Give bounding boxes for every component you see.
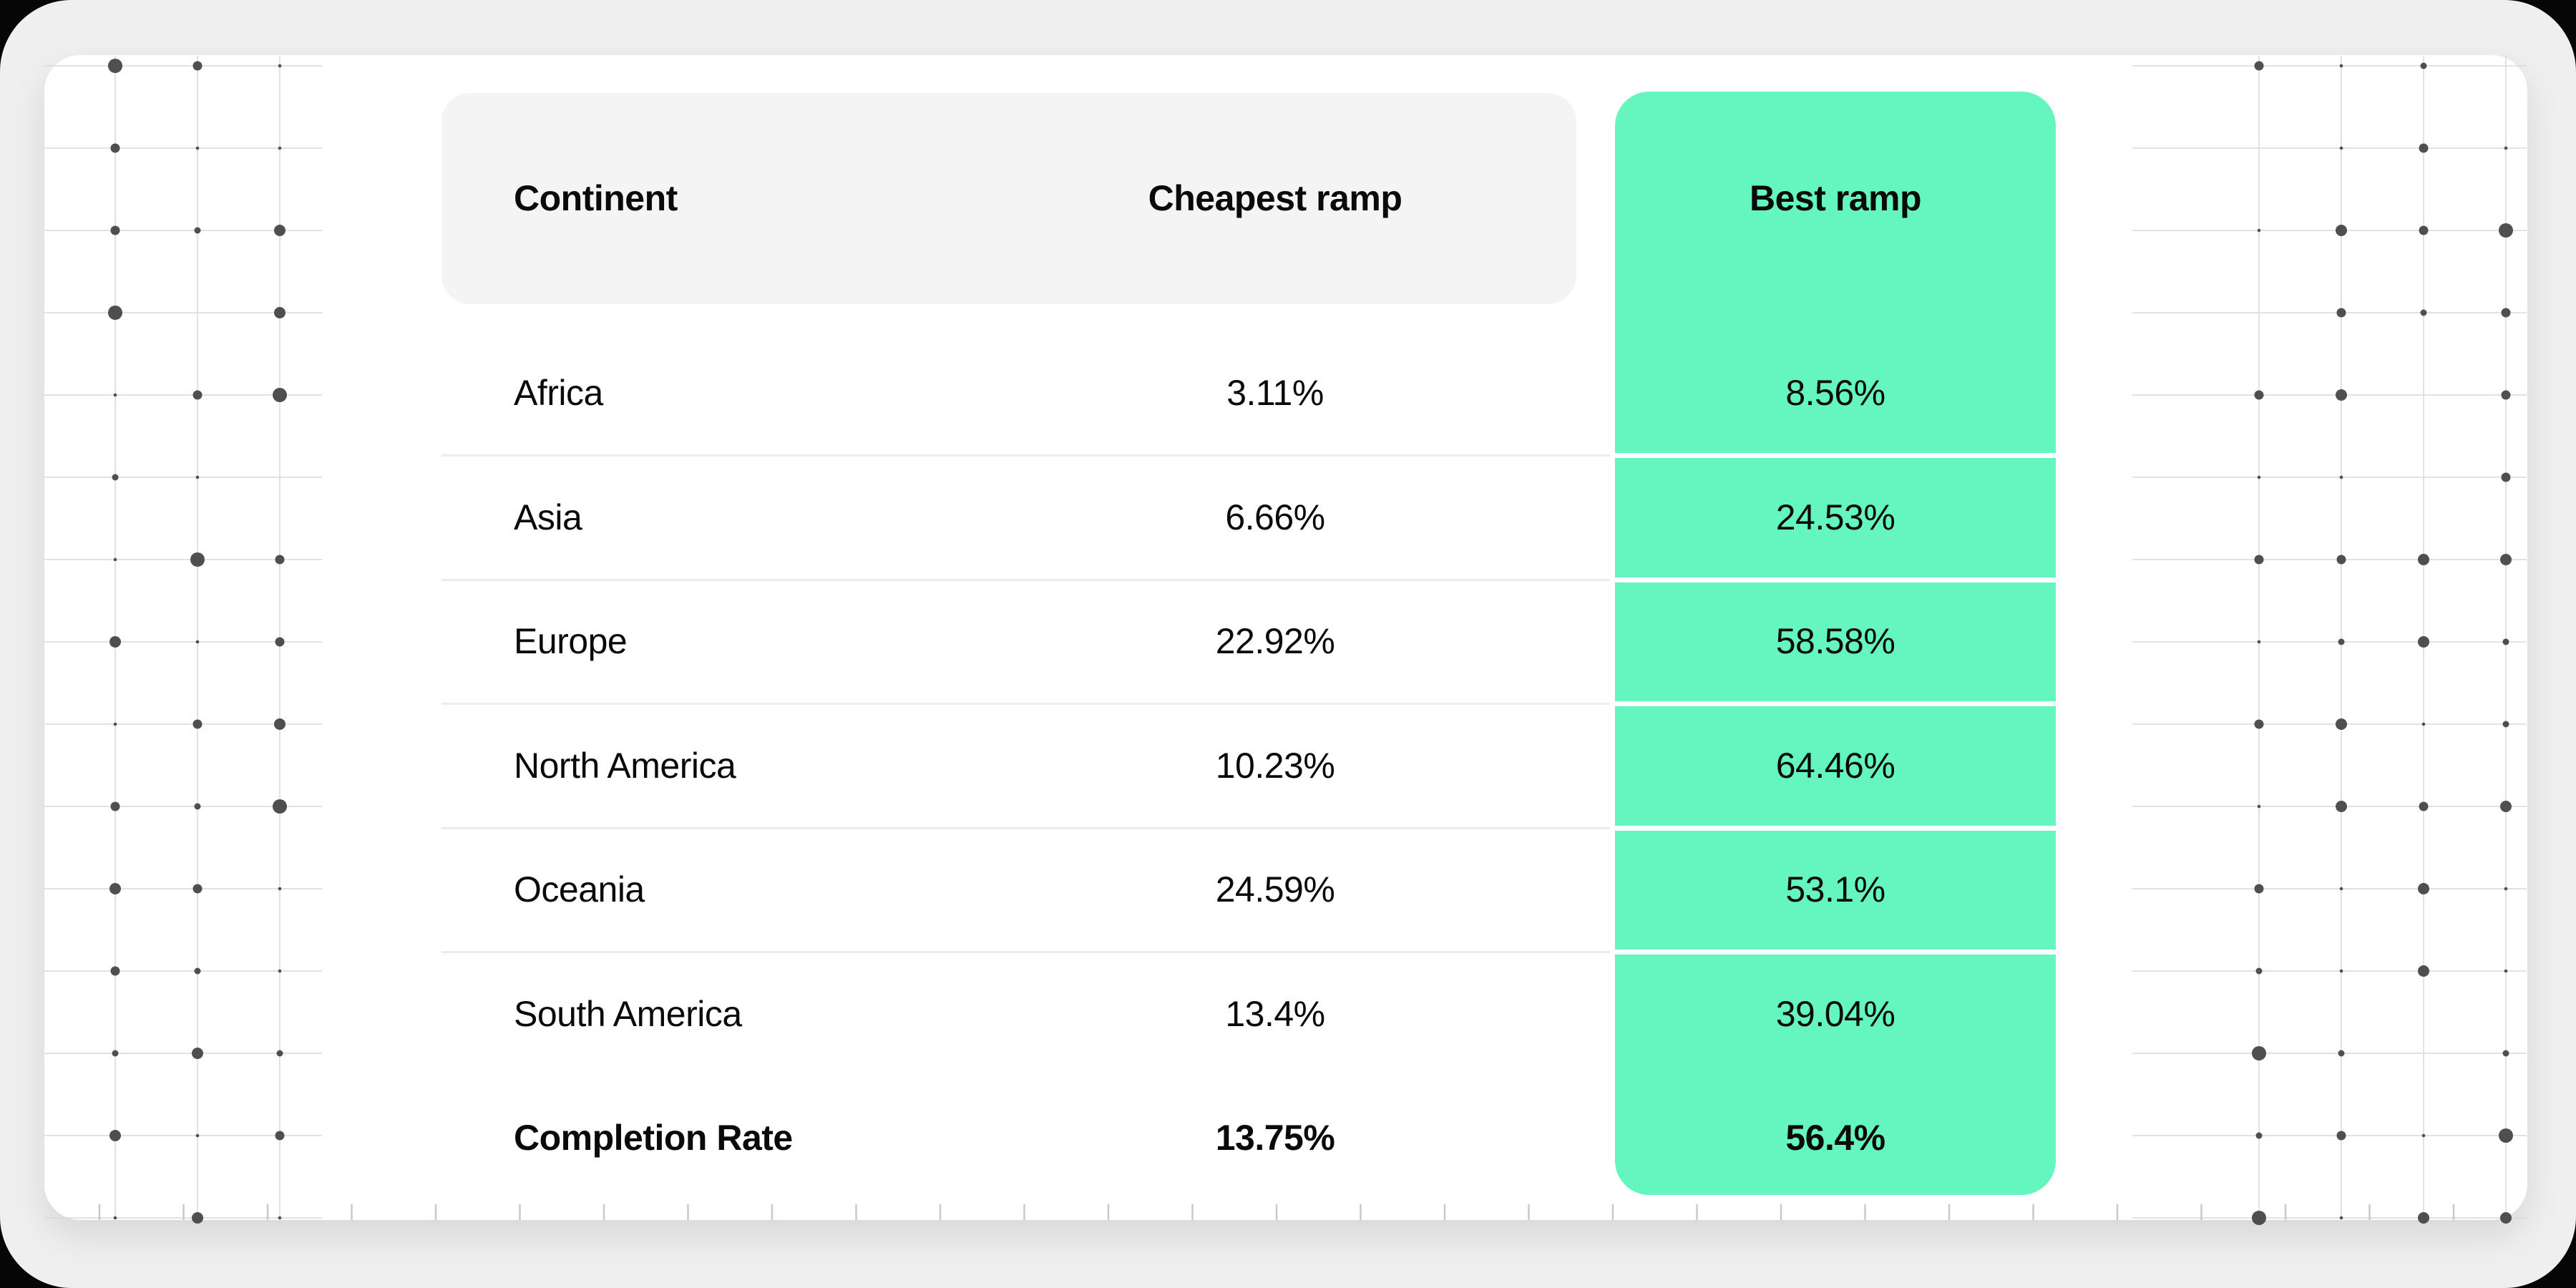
highlight-gap-line (1615, 826, 2056, 831)
cheapest-ramp-cell: 3.11% (1226, 373, 1324, 413)
cheapest-ramp-cell: 10.23% (1215, 745, 1335, 786)
table-row: North America 10.23% 64.46% (0, 703, 2576, 828)
table-row: Completion Rate 13.75% 56.4% (0, 1075, 2576, 1200)
row-separator-line (441, 579, 1610, 581)
column-header-best-ramp: Best ramp (1749, 178, 1922, 218)
cheapest-ramp-cell: 24.59% (1215, 869, 1335, 909)
column-header-continent: Continent (514, 178, 678, 218)
best-ramp-cell: 39.04% (1775, 993, 1896, 1034)
cheapest-ramp-cell: 13.4% (1225, 993, 1325, 1034)
table-row: South America 13.4% 39.04% (0, 952, 2576, 1076)
cheapest-ramp-cell: 22.92% (1215, 621, 1335, 661)
continent-cell: Asia (514, 497, 582, 537)
best-ramp-cell: 56.4% (1785, 1118, 1885, 1158)
best-ramp-cell: 53.1% (1785, 869, 1885, 909)
row-separator-line (441, 951, 1610, 953)
best-ramp-cell: 58.58% (1775, 621, 1896, 661)
best-ramp-cell: 8.56% (1785, 373, 1885, 413)
continent-cell: Africa (514, 373, 603, 413)
continent-cell: South America (514, 993, 742, 1034)
best-ramp-highlight-column (1615, 92, 2056, 1195)
table-row: Europe 22.92% 58.58% (0, 579, 2576, 703)
continent-cell: Europe (514, 621, 628, 661)
highlight-gap-line (1615, 453, 2056, 458)
cheapest-ramp-cell: 13.75% (1215, 1118, 1335, 1158)
row-separator-line (441, 703, 1610, 705)
table-row: Africa 3.11% 8.56% (0, 331, 2576, 455)
column-header-cheapest-ramp: Cheapest ramp (1148, 178, 1402, 218)
best-ramp-cell: 24.53% (1775, 497, 1896, 537)
row-separator-line (441, 827, 1610, 829)
continent-cell: Oceania (514, 869, 645, 909)
table-row: Asia 6.66% 24.53% (0, 455, 2576, 580)
highlight-gap-line (1615, 950, 2056, 955)
cheapest-ramp-cell: 6.66% (1225, 497, 1325, 537)
highlight-gap-line (1615, 577, 2056, 582)
continent-cell: Completion Rate (514, 1118, 793, 1158)
highlight-gap-line (1615, 701, 2056, 706)
continent-cell: North America (514, 745, 736, 786)
table-header-band (441, 93, 1576, 304)
best-ramp-cell: 64.46% (1775, 745, 1896, 786)
row-separator-line (441, 454, 1610, 457)
table-row: Oceania 24.59% 53.1% (0, 827, 2576, 952)
